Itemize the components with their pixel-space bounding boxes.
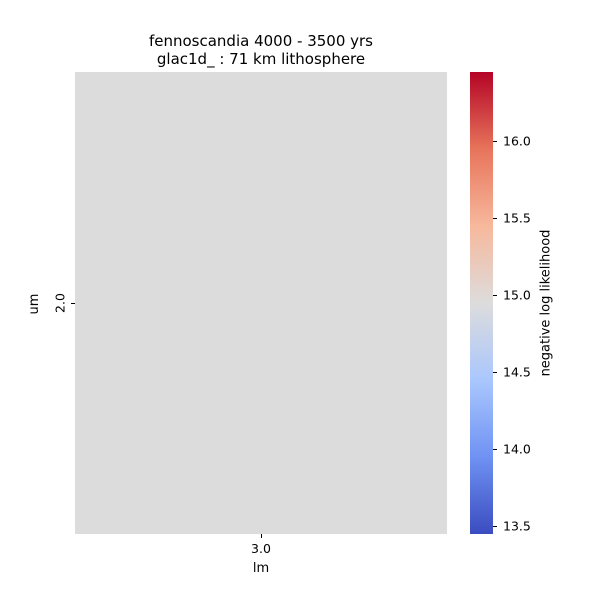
colorbar-tick-mark bbox=[493, 295, 497, 297]
colorbar-label: negative log likelihood bbox=[538, 229, 554, 377]
chart-title-line-1: fennoscandia 4000 - 3500 yrs bbox=[148, 32, 374, 50]
y-tick-label: 2.0 bbox=[52, 293, 68, 313]
colorbar-tick-label: 15.5 bbox=[503, 210, 531, 226]
colorbar-tick-mark bbox=[493, 449, 497, 451]
x-tick-mark bbox=[261, 534, 262, 538]
x-tick-label: 3.0 bbox=[251, 541, 271, 556]
x-axis-label: lm bbox=[252, 561, 270, 576]
colorbar-tick-label: 16.0 bbox=[503, 133, 531, 149]
colorbar-tick-label: 15.0 bbox=[503, 287, 531, 303]
colorbar-tick-mark bbox=[493, 141, 497, 143]
colorbar-tick-mark bbox=[493, 372, 497, 374]
colorbar-tick-mark bbox=[493, 218, 497, 220]
colorbar-tick-label: 14.5 bbox=[503, 364, 531, 380]
chart-title-line-2: glac1d_ : 71 km lithosphere bbox=[156, 50, 366, 68]
colorbar-tick-mark bbox=[493, 526, 497, 528]
colorbar-tick-label: 14.0 bbox=[503, 441, 531, 457]
y-axis-label: um bbox=[26, 293, 42, 315]
plot-area bbox=[75, 72, 447, 534]
colorbar-tick-label: 13.5 bbox=[503, 518, 531, 534]
heatmap-cell bbox=[75, 72, 447, 534]
colorbar bbox=[470, 72, 493, 534]
y-tick-mark bbox=[71, 303, 75, 304]
